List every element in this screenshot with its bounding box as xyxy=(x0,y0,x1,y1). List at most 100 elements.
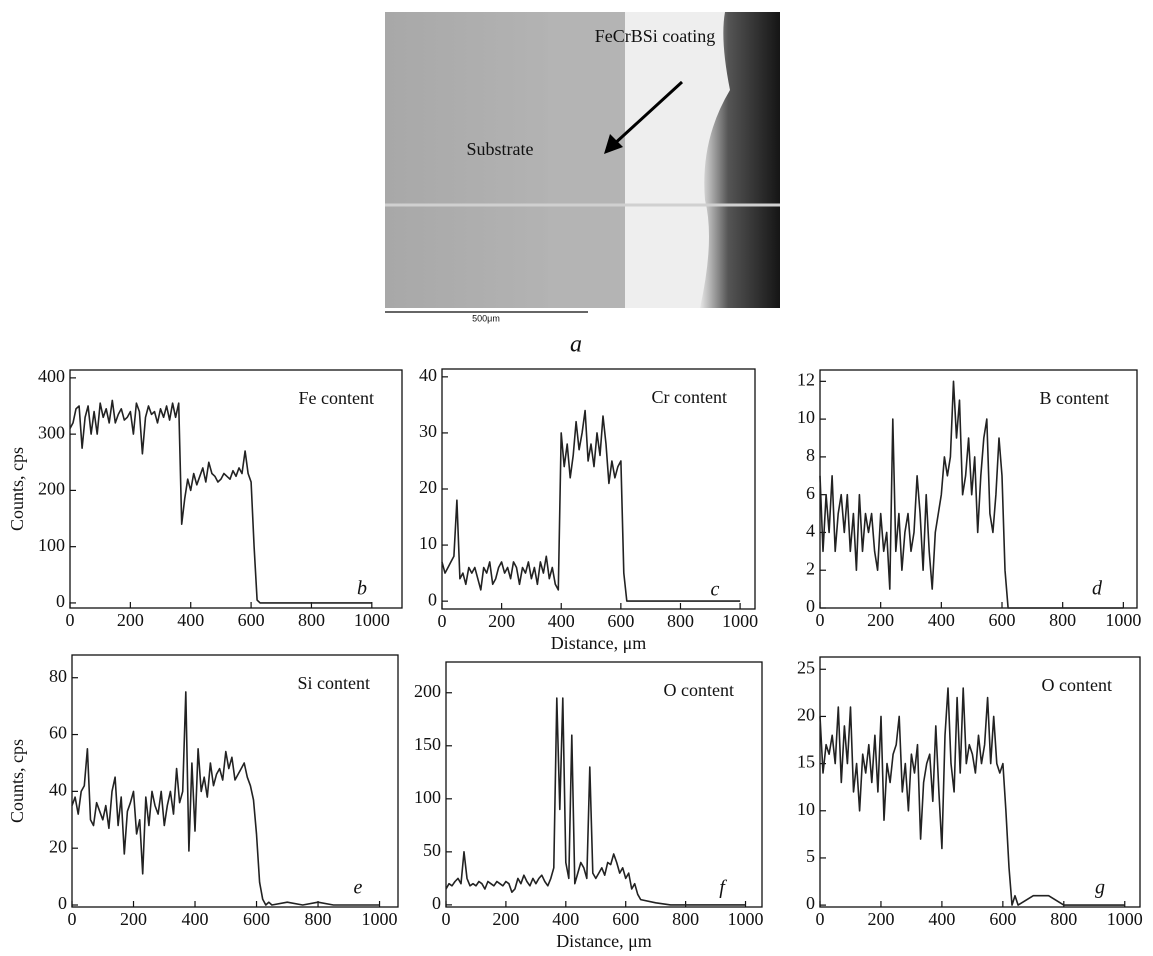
x-tick-label: 0 xyxy=(816,610,825,630)
x-axis-label: Distance, μm xyxy=(556,931,652,951)
y-tick-label: 400 xyxy=(38,366,65,386)
y-tick-label: 0 xyxy=(56,591,65,611)
x-tick-label: 0 xyxy=(438,611,447,631)
x-tick-label: 200 xyxy=(120,909,147,929)
y-tick-label: 300 xyxy=(38,422,65,442)
y-tick-label: 0 xyxy=(58,893,67,913)
y-tick-label: 40 xyxy=(419,365,437,385)
y-tick-label: 0 xyxy=(806,893,815,913)
x-axis-label: Distance, μm xyxy=(551,633,647,653)
x-tick-label: 600 xyxy=(612,909,639,929)
x-tick-label: 400 xyxy=(177,610,204,630)
panel-title: Fe content xyxy=(299,388,374,408)
arrowhead xyxy=(604,134,623,154)
data-line xyxy=(819,687,1125,906)
x-tick-label: 1000 xyxy=(1105,610,1141,630)
plot-frame xyxy=(819,656,1141,908)
y-tick-label: 0 xyxy=(806,596,815,616)
y-tick-label: 80 xyxy=(49,666,67,686)
y-tick-label: 5 xyxy=(806,846,815,866)
y-tick-label: 20 xyxy=(419,477,437,497)
coating-label: FeCrBSi coating xyxy=(595,26,716,46)
y-tick-label: 60 xyxy=(49,723,67,743)
y-tick-label: 10 xyxy=(797,799,815,819)
x-tick-label: 800 xyxy=(672,909,699,929)
caption: a xyxy=(570,332,582,358)
panel-title: O content xyxy=(664,680,734,700)
plot-frame xyxy=(69,369,403,609)
y-tick-label: 0 xyxy=(428,589,437,609)
x-tick-label: 800 xyxy=(1049,610,1076,630)
y-tick-label: 0 xyxy=(432,893,441,913)
x-tick-label: 0 xyxy=(68,909,77,929)
substrate-label: Substrate xyxy=(467,139,534,159)
arrow xyxy=(610,80,684,148)
x-tick-label: 200 xyxy=(488,611,515,631)
x-tick-label: 1000 xyxy=(354,610,390,630)
y-tick-label: 150 xyxy=(414,734,441,754)
x-tick-label: 400 xyxy=(182,909,209,929)
y-axis-label: Counts, cps xyxy=(7,739,27,823)
micrograph: FeCrBSi coating Substrate 500μm a xyxy=(385,12,780,358)
panel-label: c xyxy=(711,579,720,601)
panel-title: B content xyxy=(1040,388,1110,408)
y-axis-label: Counts, cps xyxy=(7,447,27,531)
panel-title: Si content xyxy=(298,673,371,693)
panel-title: O content xyxy=(1042,675,1112,695)
y-tick-label: 100 xyxy=(38,535,65,555)
y-tick-label: 50 xyxy=(423,840,441,860)
x-tick-label: 400 xyxy=(928,909,955,929)
plot-frame xyxy=(445,661,763,908)
dark-region xyxy=(700,12,780,308)
coating-region xyxy=(548,12,625,308)
x-tick-label: 800 xyxy=(305,909,332,929)
y-tick-label: 200 xyxy=(38,479,65,499)
panel-label: b xyxy=(357,578,367,600)
y-tick-label: 6 xyxy=(806,483,815,503)
x-tick-label: 0 xyxy=(66,610,75,630)
y-tick-label: 8 xyxy=(806,445,815,465)
x-tick-label: 0 xyxy=(816,909,825,929)
y-tick-label: 20 xyxy=(49,836,67,856)
x-tick-label: 600 xyxy=(989,909,1016,929)
x-tick-label: 400 xyxy=(552,909,579,929)
x-tick-label: 800 xyxy=(298,610,325,630)
x-tick-label: 0 xyxy=(442,909,451,929)
panel-label: g xyxy=(1095,877,1105,899)
x-tick-label: 600 xyxy=(607,611,634,631)
data-line xyxy=(441,409,741,602)
y-tick-label: 2 xyxy=(806,558,815,578)
y-tick-label: 30 xyxy=(419,421,437,441)
y-tick-label: 10 xyxy=(419,533,437,553)
x-tick-label: 200 xyxy=(867,610,894,630)
x-tick-label: 1000 xyxy=(722,611,758,631)
y-tick-label: 40 xyxy=(49,779,67,799)
x-tick-label: 600 xyxy=(989,610,1016,630)
panel-label: f xyxy=(719,877,727,899)
x-tick-label: 800 xyxy=(667,611,694,631)
data-line xyxy=(69,399,372,604)
x-tick-label: 600 xyxy=(238,610,265,630)
y-tick-label: 100 xyxy=(414,787,441,807)
panel-label: e xyxy=(354,877,363,899)
x-tick-label: 400 xyxy=(548,611,575,631)
scale-bar-label: 500μm xyxy=(472,313,500,323)
x-tick-label: 1000 xyxy=(1107,909,1143,929)
x-tick-label: 200 xyxy=(867,909,894,929)
data-line xyxy=(445,697,746,906)
x-tick-label: 800 xyxy=(1050,909,1077,929)
y-tick-label: 12 xyxy=(797,369,815,389)
x-tick-label: 200 xyxy=(117,610,144,630)
x-tick-label: 1000 xyxy=(728,909,764,929)
x-tick-label: 1000 xyxy=(362,909,398,929)
y-tick-label: 20 xyxy=(797,705,815,725)
panel-label: d xyxy=(1092,578,1103,600)
plot-frame xyxy=(71,654,399,908)
y-tick-label: 10 xyxy=(797,407,815,427)
y-tick-label: 4 xyxy=(806,521,815,541)
y-tick-label: 15 xyxy=(797,752,815,772)
data-line xyxy=(819,380,1124,609)
y-tick-label: 25 xyxy=(797,657,815,677)
y-tick-label: 200 xyxy=(414,681,441,701)
